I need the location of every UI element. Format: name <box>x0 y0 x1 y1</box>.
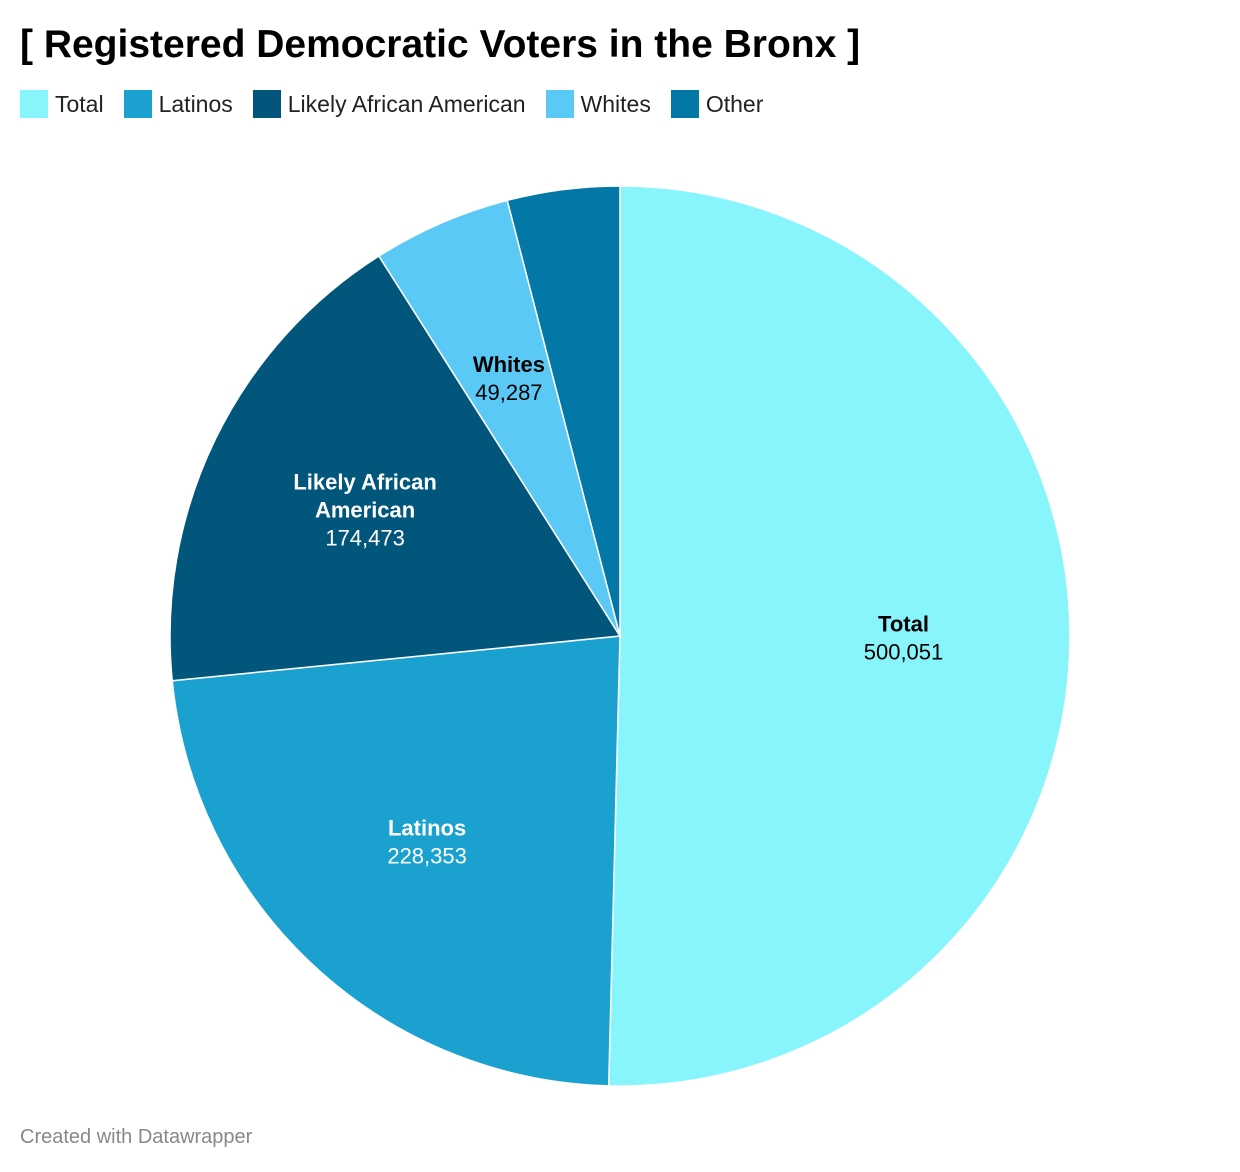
slice-value-label: 228,353 <box>387 844 467 869</box>
slice-name-label: Latinos <box>388 816 466 841</box>
chart-title: [ Registered Democratic Voters in the Br… <box>20 23 861 66</box>
slice-value-label: 49,287 <box>475 380 542 405</box>
slice-label-likely-african-american: Likely African American 174,473 <box>293 470 436 551</box>
slice-label-total: Total 500,051 <box>864 611 944 664</box>
slice-value-label: 174,473 <box>325 526 405 551</box>
slice-label-latinos: Latinos 228,353 <box>387 816 467 869</box>
legend-swatch <box>20 90 48 118</box>
pie-slice-latinos <box>171 635 621 1087</box>
legend-label: Whites <box>580 90 651 117</box>
pie-slice-other <box>506 185 621 637</box>
legend-label: Latinos <box>158 90 233 117</box>
legend-item-total: Total <box>20 90 104 118</box>
legend-swatch <box>123 90 152 118</box>
slice-label-whites: Whites 49,287 <box>473 352 545 405</box>
legend-swatch <box>545 90 574 118</box>
slice-name-label: Likely African <box>293 470 436 495</box>
legend-item-whites: Whites <box>545 90 651 118</box>
slice-value-label: 500,051 <box>864 639 944 664</box>
chart-legend: Total Latinos Likely African American White… <box>20 90 783 118</box>
credit-note: Created with Datawrapper <box>20 1126 253 1148</box>
slice-name-label: Total <box>878 611 929 636</box>
legend-label: Other <box>705 90 764 117</box>
pie-slice-likely-african-american <box>169 255 622 682</box>
legend-label: Total <box>55 90 104 117</box>
slice-name-label: American <box>315 498 415 523</box>
slice-name-label: Whites <box>473 352 545 377</box>
legend-swatch <box>670 90 699 118</box>
pie-slice-total <box>607 185 1071 1087</box>
legend-item-other: Other <box>670 90 764 118</box>
legend-label: Likely African American <box>287 90 526 117</box>
legend-item-likely-african-american: Likely African American <box>252 90 526 118</box>
legend-swatch <box>252 90 281 118</box>
legend-item-latinos: Latinos <box>123 90 233 118</box>
